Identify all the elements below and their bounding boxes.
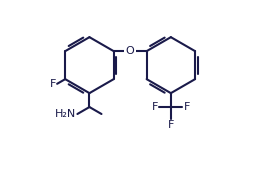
Text: F: F	[168, 120, 174, 130]
Text: O: O	[126, 46, 134, 56]
Text: F: F	[50, 79, 56, 89]
Text: H₂N: H₂N	[55, 109, 76, 119]
Text: F: F	[152, 102, 158, 112]
Text: F: F	[184, 102, 190, 112]
